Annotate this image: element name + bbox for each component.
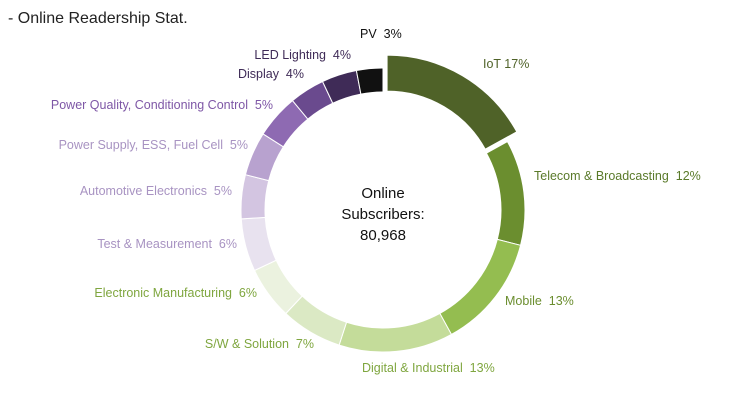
slice-label-telecom-broadcasting: Telecom & Broadcasting 12%	[534, 169, 701, 183]
slice-label-pv: PV 3%	[360, 27, 402, 41]
center-label-line-3: 80,968	[360, 227, 406, 244]
slice-label-electronic-manufacturing: Electronic Manufacturing 6%	[94, 286, 257, 300]
slice-labels: IoT 17% Telecom & Broadcasting 12% Mobile …	[51, 27, 701, 375]
page-title: - Online Readership Stat.	[8, 10, 188, 27]
slice-label-power-supply-ess-fuel-cell: Power Supply, ESS, Fuel Cell 5%	[59, 138, 248, 152]
donut-slice-test-measurement	[240, 216, 277, 272]
donut-slice-automotive-electronics	[240, 174, 270, 220]
donut-slices	[240, 54, 526, 353]
slice-label-s-w-solution: S/W & Solution 7%	[205, 337, 314, 351]
donut-slice-iot	[386, 54, 518, 150]
slice-label-led-lighting: LED Lighting 4%	[254, 48, 351, 62]
slice-label-digital-industrial: Digital & Industrial 13%	[362, 361, 495, 375]
donut-slice-telecom-broadcasting	[485, 140, 526, 246]
slice-label-display: Display 4%	[238, 67, 304, 81]
slice-label-power-quality-conditioning-control: Power Quality, Conditioning Control 5%	[51, 98, 273, 112]
center-label-line-2: Subscribers:	[341, 206, 424, 223]
slice-label-mobile: Mobile 13%	[505, 294, 574, 308]
slice-label-iot: IoT 17%	[483, 57, 529, 71]
donut-slice-digital-industrial	[338, 312, 453, 353]
slice-label-test-measurement: Test & Measurement 6%	[97, 237, 237, 251]
slice-label-automotive-electronics: Automotive Electronics 5%	[80, 184, 232, 198]
donut-slice-pv	[355, 67, 384, 95]
center-label-line-1: Online	[361, 185, 404, 202]
donut-slice-mobile	[439, 238, 522, 336]
